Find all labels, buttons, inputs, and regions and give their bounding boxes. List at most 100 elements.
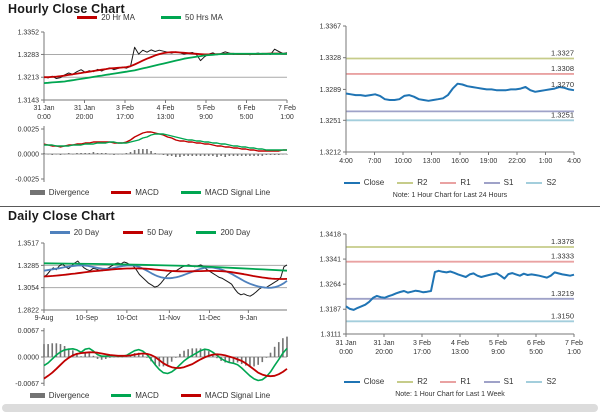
svg-text:1.3251: 1.3251 xyxy=(320,118,342,125)
svg-text:0:00: 0:00 xyxy=(339,349,353,356)
legend-item-r1: R1 xyxy=(440,178,471,187)
svg-text:1.3418: 1.3418 xyxy=(320,232,342,239)
legend-label: MACD xyxy=(135,188,159,197)
hourly-pivot-legend: Close R2 R1 S1 S2 xyxy=(300,178,600,187)
legend-label: R1 xyxy=(460,178,471,187)
svg-text:1.3333: 1.3333 xyxy=(551,252,574,261)
legend-swatch xyxy=(29,393,45,398)
svg-text:1.3264: 1.3264 xyxy=(320,282,342,289)
svg-text:13:00: 13:00 xyxy=(157,114,175,121)
legend-label: 20 Day xyxy=(73,228,100,237)
svg-text:11-Dec: 11-Dec xyxy=(198,315,221,322)
svg-text:10-Sep: 10-Sep xyxy=(75,315,98,322)
svg-text:1.3308: 1.3308 xyxy=(551,64,574,73)
svg-text:1.3341: 1.3341 xyxy=(320,257,342,264)
legend-swatch xyxy=(77,16,98,19)
legend-item-macd: MACD xyxy=(111,391,159,400)
legend-item-50-hrs-ma: 50 Hrs MA xyxy=(161,13,223,22)
legend-label: S1 xyxy=(503,377,514,386)
svg-text:31 Jan: 31 Jan xyxy=(74,105,95,112)
svg-text:1.3111: 1.3111 xyxy=(321,332,341,339)
legend-swatch xyxy=(526,181,543,184)
legend-item-macd-signal-line: MACD Signal Line xyxy=(180,188,271,197)
svg-text:19:00: 19:00 xyxy=(480,158,498,165)
svg-text:11-Nov: 11-Nov xyxy=(158,315,181,322)
svg-text:3 Feb: 3 Feb xyxy=(413,340,431,347)
svg-text:13:00: 13:00 xyxy=(451,349,469,356)
svg-text:9-Jan: 9-Jan xyxy=(240,315,258,322)
svg-text:1.3054: 1.3054 xyxy=(18,285,40,292)
legend-item-close: Close xyxy=(343,377,385,386)
legend-swatch xyxy=(343,181,360,184)
hourly-ma-legend: 20 Hr MA 50 Hrs MA xyxy=(0,13,300,22)
legend-swatch xyxy=(49,231,70,234)
svg-text:-0.0025: -0.0025 xyxy=(15,177,39,184)
legend-label: Divergence xyxy=(48,391,90,400)
legend-label: R1 xyxy=(460,377,471,386)
svg-text:31 Jan: 31 Jan xyxy=(373,340,394,347)
hourly-macd-chart-canvas: -0.0025 0.0000 0.0025 xyxy=(15,126,288,184)
svg-text:20:00: 20:00 xyxy=(76,114,94,121)
legend-label: 50 Hrs MA xyxy=(185,13,223,22)
svg-text:1.3251: 1.3251 xyxy=(551,110,574,119)
legend-swatch xyxy=(483,380,500,383)
svg-text:31 Jan: 31 Jan xyxy=(335,340,356,347)
svg-text:31 Jan: 31 Jan xyxy=(33,105,54,112)
legend-swatch xyxy=(196,231,217,234)
legend-swatch xyxy=(397,181,414,184)
legend-label: MACD Signal Line xyxy=(204,188,271,197)
legend-label: Close xyxy=(363,377,385,386)
daily-ma-legend: 20 Day 50 Day 200 Day xyxy=(0,228,300,237)
section-divider xyxy=(0,206,600,207)
svg-text:7:00: 7:00 xyxy=(368,158,382,165)
svg-text:20:00: 20:00 xyxy=(375,349,393,356)
svg-text:1:00: 1:00 xyxy=(539,158,553,165)
svg-text:5:00: 5:00 xyxy=(240,114,254,121)
legend-item-s1: S1 xyxy=(483,377,514,386)
svg-text:7 Feb: 7 Feb xyxy=(565,340,583,347)
legend-label: R2 xyxy=(417,377,428,386)
weekly-pivot-note: Note: 1 Hour Chart for Last 1 Week xyxy=(395,391,505,398)
legend-item-20-hr-ma: 20 Hr MA xyxy=(77,13,135,22)
legend-item-s1: S1 xyxy=(483,178,514,187)
svg-text:10-Oct: 10-Oct xyxy=(116,315,137,322)
legend-swatch xyxy=(111,191,132,194)
weekly-pivot-legend: Close R2 R1 S1 S2 xyxy=(300,377,600,386)
legend-label: MACD Signal Line xyxy=(204,391,271,400)
legend-swatch xyxy=(397,380,414,383)
svg-text:1.3219: 1.3219 xyxy=(551,289,574,298)
legend-swatch xyxy=(180,394,201,397)
legend-label: S2 xyxy=(546,178,557,187)
svg-text:1.3212: 1.3212 xyxy=(320,150,342,157)
svg-text:5 Feb: 5 Feb xyxy=(197,105,215,112)
legend-swatch xyxy=(440,380,457,383)
legend-swatch xyxy=(483,181,500,184)
svg-text:3 Feb: 3 Feb xyxy=(116,105,134,112)
legend-swatch xyxy=(343,380,360,383)
hourly-macd-legend: Divergence MACD MACD Signal Line xyxy=(0,188,300,197)
legend-item-20-day: 20 Day xyxy=(49,228,100,237)
svg-text:1.2822: 1.2822 xyxy=(18,308,40,315)
legend-label: Divergence xyxy=(48,188,90,197)
daily-chart-title: Daily Close Chart xyxy=(8,209,115,223)
svg-text:1.3352: 1.3352 xyxy=(18,30,40,37)
legend-label: 200 Day xyxy=(220,228,251,237)
svg-text:16:00: 16:00 xyxy=(451,158,469,165)
legend-label: S2 xyxy=(546,377,557,386)
legend-swatch xyxy=(29,190,45,195)
hourly-close-chart-canvas: 1.3143 1.3213 1.3283 1.3352 31 Jan 0:00 31 Jan… xyxy=(18,30,296,122)
legend-label: 50 Day xyxy=(147,228,173,237)
svg-text:0.0000: 0.0000 xyxy=(18,152,40,159)
svg-text:1.3150: 1.3150 xyxy=(551,311,574,320)
legend-label: S1 xyxy=(503,178,514,187)
svg-text:5:00: 5:00 xyxy=(529,349,543,356)
legend-item-divergence: Divergence xyxy=(29,391,90,400)
svg-text:6 Feb: 6 Feb xyxy=(238,105,256,112)
legend-item-200-day: 200 Day xyxy=(196,228,250,237)
hourly-pivot-chart-canvas: 1.3212 1.3251 1.3289 1.3328 1.3367 4:00 7:00 10… xyxy=(320,24,581,166)
legend-item-s2: S2 xyxy=(526,377,556,386)
svg-text:1:00: 1:00 xyxy=(280,114,294,121)
svg-text:6 Feb: 6 Feb xyxy=(527,340,545,347)
legend-swatch xyxy=(526,380,543,383)
bottom-divider-bar xyxy=(2,404,598,412)
